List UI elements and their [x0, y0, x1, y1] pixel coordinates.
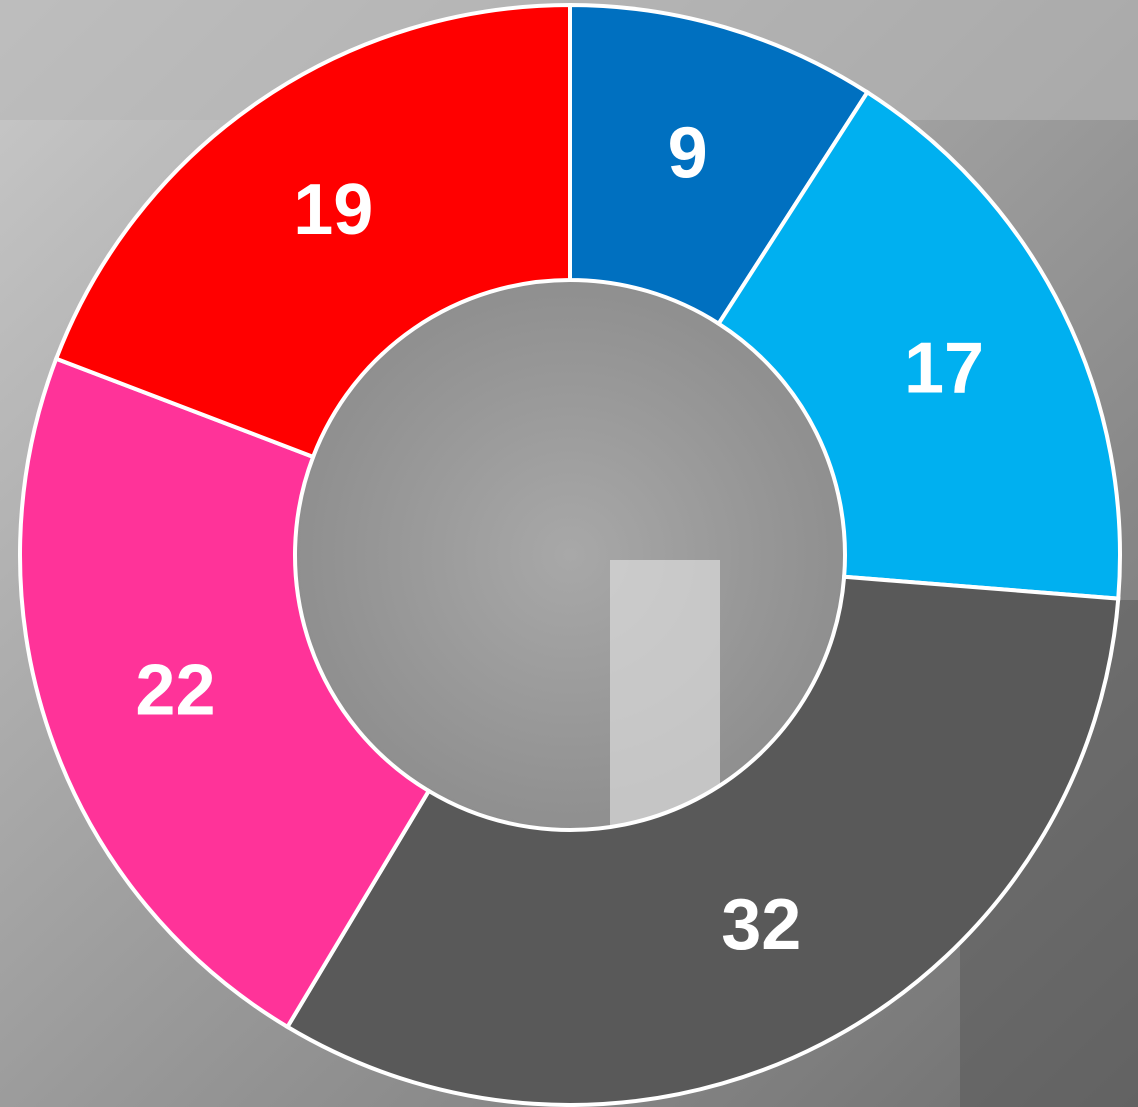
data-label: 17	[904, 329, 984, 409]
background-photo-detail	[610, 560, 720, 830]
data-label: 32	[721, 885, 801, 965]
data-label: 22	[135, 651, 215, 731]
donut-hole-photo	[295, 280, 845, 830]
data-label: 9	[668, 113, 708, 193]
chart: 9 17 32 22 19	[0, 0, 1138, 1107]
data-label: 19	[293, 170, 373, 250]
